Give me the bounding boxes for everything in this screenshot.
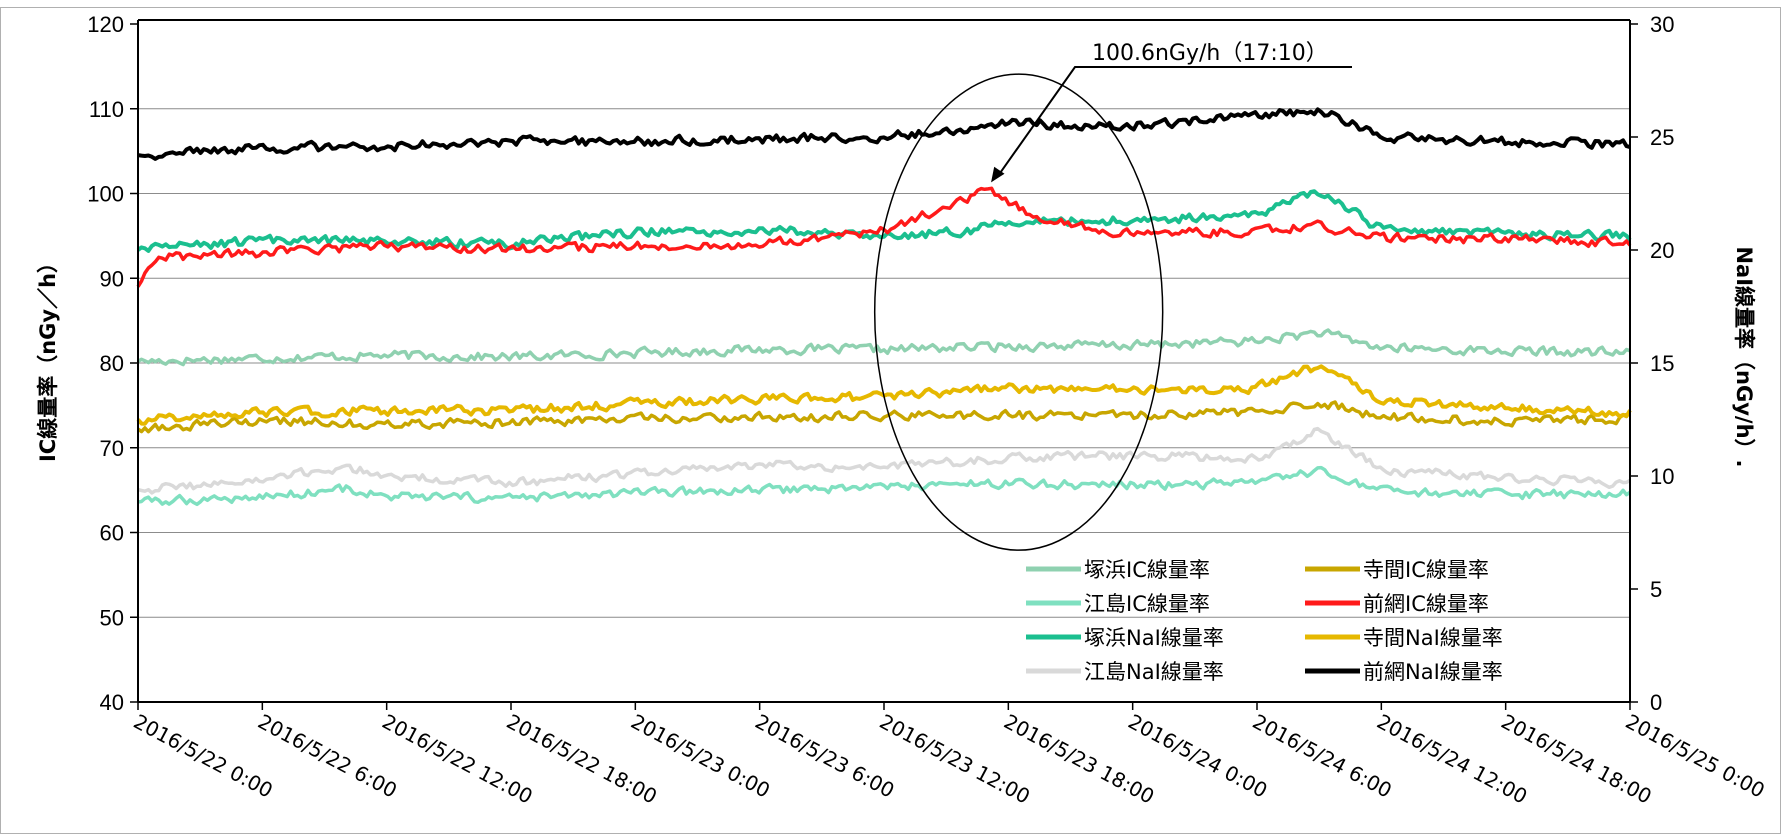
- annotation-leader: [998, 66, 1352, 175]
- left-tick-label: 90: [100, 266, 124, 291]
- series-line: [136, 189, 1632, 253]
- left-tick-label: 100: [87, 182, 124, 207]
- series-line: [137, 328, 1631, 367]
- x-tick-label: 2016/5/22 0:00: [130, 709, 277, 802]
- right-axis-title: NaI線量率（nGy/h）.: [1732, 246, 1756, 467]
- series-line: [136, 400, 1631, 434]
- left-tick-label: 110: [89, 97, 124, 122]
- legend-label: 江島IC線量率: [1084, 592, 1210, 616]
- legend-label: 寺間NaI線量率: [1363, 626, 1503, 650]
- gridlines: [138, 108, 1630, 618]
- left-tick-label: 120: [87, 12, 124, 37]
- annotation-arrowhead: [991, 166, 1005, 183]
- series-line: [137, 465, 1631, 507]
- left-axis-title: IC線量率（nGy／h）: [36, 252, 60, 462]
- right-axis-ticks: 0 5 10 15 20 25 30: [1630, 12, 1674, 715]
- x-tick-label: 2016/5/24 6:00: [1249, 709, 1396, 802]
- series-lines: [136, 107, 1632, 507]
- highlight-ellipse: [873, 73, 1164, 551]
- legend-label: 江島NaI線量率: [1084, 660, 1224, 684]
- annotation-label: 100.6nGy/h（17:10）: [1092, 41, 1328, 66]
- legend-label: 前網NaI線量率: [1363, 660, 1503, 684]
- series-line: [137, 107, 1631, 161]
- series-line: [137, 426, 1631, 495]
- legend-label: 前網IC線量率: [1363, 592, 1489, 616]
- right-tick-label: 30: [1650, 12, 1674, 37]
- legend-label: 塚浜NaI線量率: [1084, 626, 1224, 650]
- chart-frame: [0, 7, 1781, 834]
- left-tick-label: 50: [100, 605, 124, 630]
- left-tick-label: 80: [100, 351, 124, 376]
- left-tick-label: 60: [100, 521, 124, 546]
- right-tick-label: 5: [1650, 577, 1662, 602]
- x-tick-label: 2016/5/23 6:00: [751, 709, 898, 802]
- left-tick-label: 70: [100, 436, 124, 461]
- right-tick-label: 10: [1650, 464, 1674, 489]
- right-tick-label: 25: [1650, 125, 1674, 150]
- legend-label: 塚浜IC線量率: [1084, 558, 1210, 582]
- left-axis-ticks: 40 50 60 70 80 90 100 110 120: [87, 12, 138, 715]
- right-tick-label: 15: [1650, 351, 1674, 376]
- right-tick-label: 20: [1650, 238, 1674, 263]
- x-tick-label: 2016/5/22 6:00: [254, 709, 401, 802]
- right-tick-label: 0: [1650, 690, 1662, 715]
- highlight-ellipse-shape: [873, 73, 1164, 551]
- peak-annotation: 100.6nGy/h（17:10）: [991, 41, 1352, 183]
- left-tick-label: 40: [100, 690, 124, 715]
- legend-label: 寺間IC線量率: [1363, 558, 1489, 582]
